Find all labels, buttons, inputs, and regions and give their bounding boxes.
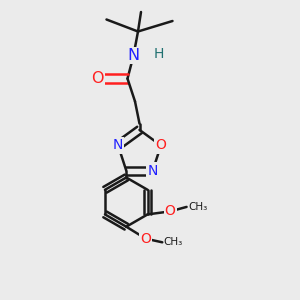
Text: O: O [140, 232, 151, 246]
Text: H: H [154, 47, 164, 61]
Text: O: O [155, 138, 166, 152]
Text: N: N [128, 48, 140, 63]
Text: CH₃: CH₃ [164, 237, 183, 247]
Text: N: N [148, 164, 158, 178]
Text: O: O [165, 204, 176, 218]
Text: O: O [91, 71, 104, 86]
Text: CH₃: CH₃ [188, 202, 207, 212]
Text: N: N [113, 138, 123, 152]
